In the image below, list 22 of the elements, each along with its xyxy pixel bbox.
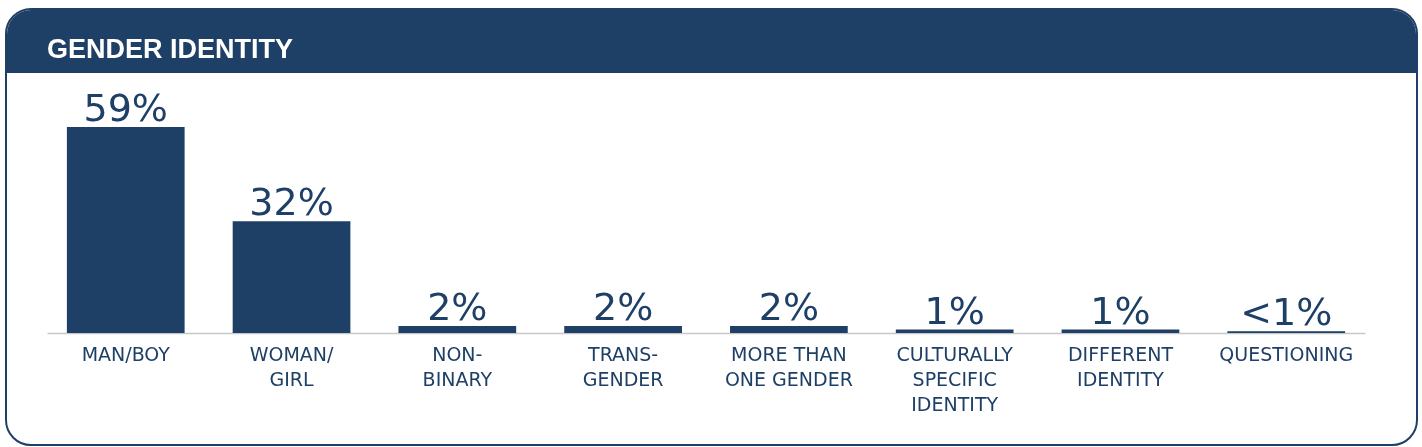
bar — [66, 127, 185, 333]
x-tick-label: WOMAN/GIRL — [249, 342, 334, 390]
x-tick-label: QUESTIONING — [1219, 342, 1354, 365]
data-label: 2% — [758, 285, 820, 330]
bar — [564, 326, 682, 333]
data-label: 1% — [1090, 288, 1151, 333]
data-label: 32% — [249, 180, 334, 225]
x-tick-label: NON-BINARY — [422, 342, 493, 390]
data-label: 1% — [924, 288, 985, 333]
x-tick-label: MAN/BOY — [81, 342, 171, 365]
x-tick-label: CULTURALLY SPECIFIC IDENTITY — [896, 342, 1014, 415]
chart-title: GENDER IDENTITY — [7, 10, 1416, 73]
x-tick-label: MORE THAN ONE GENDER — [724, 342, 853, 390]
bar — [232, 221, 351, 333]
data-label: <1% — [1240, 290, 1333, 335]
data-label: 2% — [427, 285, 488, 330]
x-tick-label: DIFFERENT IDENTITY — [1067, 342, 1174, 390]
data-label: 2% — [592, 285, 654, 330]
bar — [398, 326, 517, 333]
bar — [730, 326, 848, 333]
x-tick-label: TRANS-GENDER — [582, 342, 664, 390]
data-label: 59% — [83, 86, 168, 130]
